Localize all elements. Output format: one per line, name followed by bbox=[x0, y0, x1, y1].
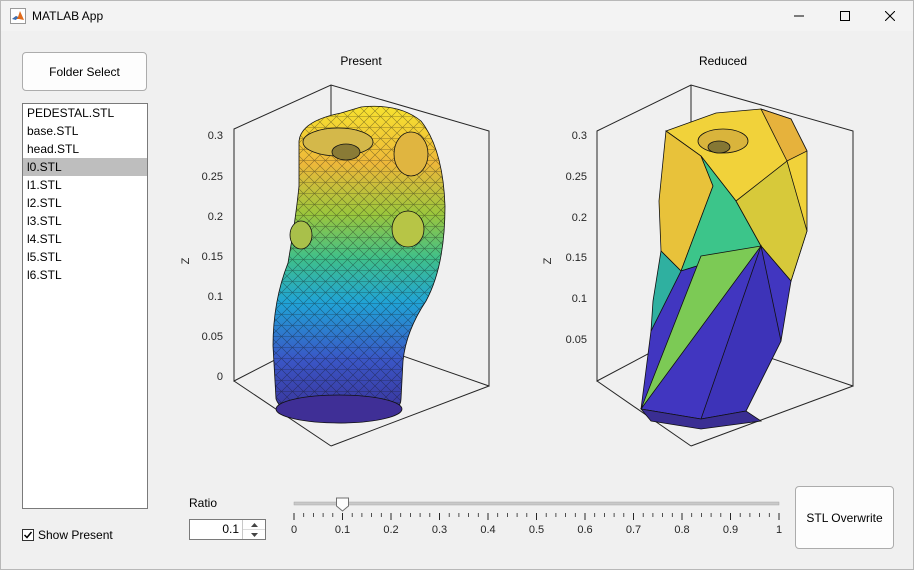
present-ztick: 0.05 bbox=[202, 331, 223, 343]
stl-file-listbox[interactable]: PEDESTAL.STL base.STL head.STL l0.STL l1… bbox=[22, 103, 148, 509]
present-z-ticks: 0.3 0.25 0.2 0.15 0.1 0.05 0 Z bbox=[180, 130, 223, 383]
list-item-selected[interactable]: l0.STL bbox=[23, 158, 147, 176]
stl-overwrite-button[interactable]: STL Overwrite bbox=[795, 486, 894, 549]
title-bar: MATLAB App bbox=[1, 1, 913, 31]
slider-track[interactable] bbox=[293, 501, 780, 506]
slider-tick-label: 0.6 bbox=[577, 524, 592, 536]
show-present-checkbox[interactable] bbox=[22, 529, 34, 541]
spin-down-button[interactable] bbox=[243, 530, 265, 539]
ratio-label: Ratio bbox=[189, 496, 218, 510]
list-item[interactable]: head.STL bbox=[27, 142, 80, 156]
close-button[interactable] bbox=[867, 1, 913, 31]
slider-minor-ticks bbox=[293, 513, 780, 517]
folder-select-button[interactable]: Folder Select bbox=[22, 52, 147, 91]
slider-tick-label: 0 bbox=[291, 524, 297, 536]
list-item[interactable]: l5.STL bbox=[27, 250, 62, 264]
present-mesh bbox=[272, 105, 446, 424]
list-item[interactable]: l4.STL bbox=[27, 232, 62, 246]
slider-tick-label: 0.3 bbox=[432, 524, 447, 536]
show-present-checkbox-row[interactable]: Show Present bbox=[22, 527, 113, 543]
slider-thumb[interactable] bbox=[336, 497, 349, 512]
maximize-button[interactable] bbox=[822, 1, 868, 31]
slider-major-ticks bbox=[293, 513, 780, 520]
checkmark-icon bbox=[23, 531, 33, 539]
present-ztick: 0.2 bbox=[208, 211, 223, 223]
slider-tick-label: 0.2 bbox=[383, 524, 398, 536]
slider-tick-labels: 0 0.1 0.2 0.3 0.4 0.5 0.6 0.7 0.8 0.9 1 bbox=[291, 524, 782, 536]
maximize-icon bbox=[840, 11, 850, 21]
present-ztick: 0.15 bbox=[202, 251, 223, 263]
reduced-ztick: 0.3 bbox=[572, 130, 587, 142]
close-icon bbox=[885, 11, 895, 21]
reduced-ztick: 0.2 bbox=[572, 212, 587, 224]
ratio-spinner[interactable]: 0.1 bbox=[189, 519, 266, 540]
list-item[interactable]: l3.STL bbox=[27, 214, 62, 228]
slider-tick-label: 0.8 bbox=[674, 524, 689, 536]
reduced-ztick: 0.25 bbox=[566, 171, 587, 183]
show-present-label: Show Present bbox=[38, 528, 113, 542]
present-ztick: 0.25 bbox=[202, 171, 223, 183]
reduced-ztick: 0.15 bbox=[566, 252, 587, 264]
slider-tick-label: 0.5 bbox=[529, 524, 544, 536]
plots-canvas: 0.3 0.25 0.2 0.15 0.1 0.05 0 Z bbox=[180, 84, 854, 447]
reduced-z-label: Z bbox=[542, 257, 554, 264]
list-item[interactable]: base.STL bbox=[27, 124, 79, 138]
reduced-z-ticks: 0.3 0.25 0.2 0.15 0.1 0.05 Z bbox=[542, 130, 587, 346]
list-item[interactable]: PEDESTAL.STL bbox=[27, 106, 115, 120]
window-title: MATLAB App bbox=[32, 9, 104, 23]
list-item[interactable]: l1.STL bbox=[27, 178, 62, 192]
present-ztick: 0 bbox=[217, 371, 223, 383]
present-ztick: 0.3 bbox=[208, 130, 223, 142]
slider-tick-label: 0.4 bbox=[480, 524, 495, 536]
minimize-button[interactable] bbox=[776, 1, 822, 31]
reduced-ztick: 0.05 bbox=[566, 334, 587, 346]
reduced-mesh bbox=[640, 108, 808, 430]
list-item[interactable]: l6.STL bbox=[27, 268, 62, 282]
slider-tick-label: 1 bbox=[776, 524, 782, 536]
slider-tick-label: 0.7 bbox=[626, 524, 641, 536]
slider-tick-label: 0.9 bbox=[723, 524, 738, 536]
list-item[interactable]: l2.STL bbox=[27, 196, 62, 210]
spin-up-button[interactable] bbox=[243, 520, 265, 530]
ratio-spinner-value[interactable]: 0.1 bbox=[222, 522, 239, 536]
present-ztick: 0.1 bbox=[208, 291, 223, 303]
present-z-label: Z bbox=[180, 257, 192, 264]
ratio-slider[interactable]: 0 0.1 0.2 0.3 0.4 0.5 0.6 0.7 0.8 0.9 1 bbox=[281, 493, 791, 541]
spin-up-icon bbox=[250, 522, 258, 527]
reduced-ztick: 0.1 bbox=[572, 293, 587, 305]
minimize-icon bbox=[794, 15, 804, 17]
present-plot-title: Present bbox=[340, 54, 382, 68]
slider-tick-label: 0.1 bbox=[335, 524, 350, 536]
spinner-buttons bbox=[242, 520, 265, 539]
matlab-logo-icon bbox=[10, 8, 26, 24]
spin-down-icon bbox=[250, 532, 258, 537]
reduced-plot-title: Reduced bbox=[698, 54, 748, 68]
